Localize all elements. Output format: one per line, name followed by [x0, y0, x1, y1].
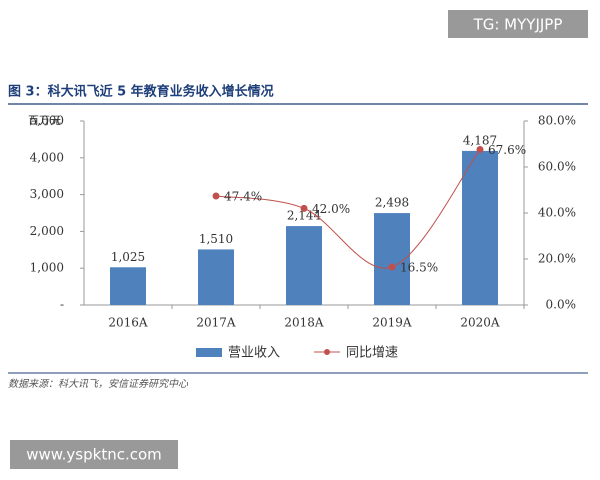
source: 数据来源：科大讯飞，安信证券研究中心 [8, 378, 189, 390]
y2-tick-label: 0.0% [546, 298, 577, 312]
y-tick-label: 3,000 [30, 187, 64, 201]
marker [212, 192, 220, 200]
marker [476, 146, 484, 154]
data-label: 2,498 [375, 196, 409, 210]
x-tick-label: 2019A [372, 316, 412, 330]
x-tick-label: 2017A [196, 316, 236, 330]
legend-label: 营业收入 [228, 346, 280, 361]
marker [388, 263, 396, 271]
x-tick-label: 2016A [108, 316, 148, 330]
data-label: 1,025 [111, 250, 145, 264]
y-tick-label: 5,000 [30, 114, 64, 128]
bar [198, 249, 234, 305]
x-tick-label: 2020A [460, 316, 500, 330]
data-label: 42.0% [312, 202, 350, 216]
y-axis-label: 百万元 [28, 114, 61, 127]
data-label: 1,510 [199, 232, 233, 246]
watermark: www.yspktnc.com [26, 446, 162, 464]
y2-tick-label: 80.0% [538, 114, 576, 128]
data-label: 47.4% [224, 189, 262, 203]
data-label: 67.6% [488, 143, 526, 157]
chart-title: 图 3：科大讯飞近 5 年教育业务收入增长情况 [8, 84, 274, 100]
y2-tick-label: 60.0% [538, 160, 576, 174]
data-label: 2,144 [287, 209, 322, 223]
y-tick-label: 4,000 [30, 150, 64, 164]
watermark: TG: MYYJJPP [473, 16, 563, 34]
data-label: 16.5% [400, 261, 438, 275]
y-tick-label: - [60, 298, 64, 312]
watermark-box [448, 10, 588, 38]
legend-label: 同比增速 [346, 346, 398, 361]
y-tick-label: 1,000 [30, 261, 64, 275]
bar [110, 267, 146, 305]
y2-tick-label: 40.0% [538, 206, 576, 220]
data-label: 4,187 [463, 133, 497, 147]
legend-swatch [196, 348, 222, 357]
bar [286, 226, 322, 305]
watermark-box [10, 440, 178, 469]
y-tick-label: 2,000 [30, 224, 64, 238]
legend-swatch [324, 349, 330, 355]
marker [300, 204, 308, 212]
y2-tick-label: 20.0% [538, 252, 576, 266]
line [215, 149, 481, 269]
bar [462, 150, 498, 305]
x-tick-label: 2018A [284, 316, 324, 330]
